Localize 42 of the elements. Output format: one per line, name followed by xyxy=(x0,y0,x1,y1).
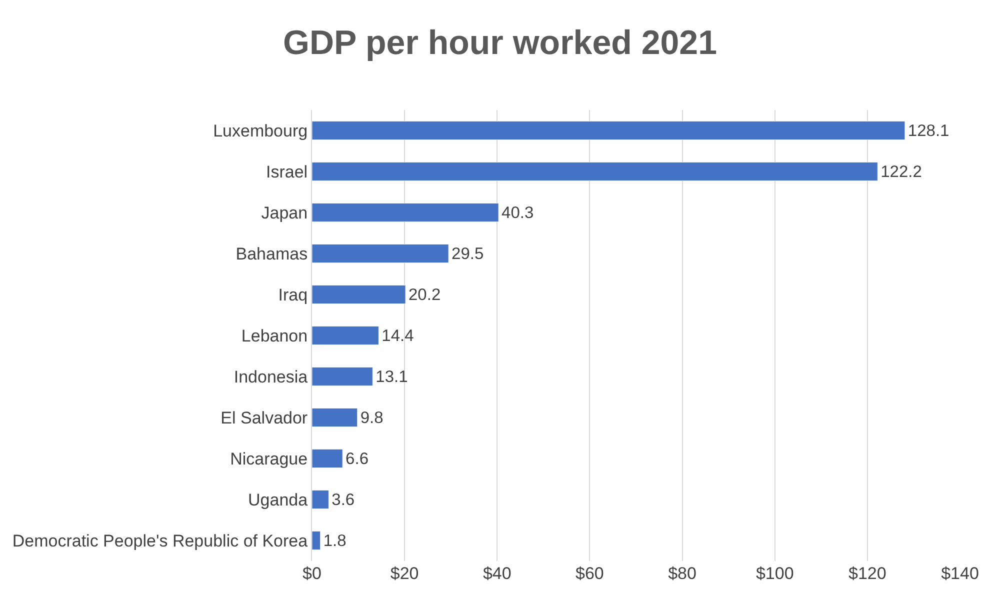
bar xyxy=(312,531,321,550)
x-tick-label: $40 xyxy=(482,564,512,583)
data-label: 3.6 xyxy=(332,490,355,509)
bar xyxy=(312,367,373,386)
chart-title: GDP per hour worked 2021 xyxy=(283,24,717,62)
y-tick-label: Uganda xyxy=(248,490,308,510)
y-tick-label: Nicarague xyxy=(230,449,308,468)
data-label: 20.2 xyxy=(408,286,441,304)
x-tick-label: $100 xyxy=(756,564,794,583)
y-tick-label: Democratic People's Republic of Korea xyxy=(12,531,308,550)
data-label: 29.5 xyxy=(452,244,484,263)
data-label: 1.8 xyxy=(323,532,346,550)
data-label: 13.1 xyxy=(376,368,408,386)
x-tick-label: $0 xyxy=(302,564,322,583)
y-tick-label: Luxembourg xyxy=(213,121,308,140)
bar xyxy=(312,326,379,345)
y-tick-label: El Salvador xyxy=(220,408,308,428)
data-label: 122.2 xyxy=(880,162,922,181)
bar xyxy=(312,449,343,468)
y-tick-label: Israel xyxy=(266,162,308,182)
bar xyxy=(312,490,329,509)
bar xyxy=(312,244,449,263)
y-tick-label: Japan xyxy=(261,203,308,222)
x-tick-label: $140 xyxy=(941,564,979,583)
bar xyxy=(312,203,499,222)
data-label: 14.4 xyxy=(382,326,414,345)
bar xyxy=(312,162,878,181)
data-label: 6.6 xyxy=(346,450,368,468)
y-tick-label: Iraq xyxy=(278,285,308,304)
x-tick-label: $20 xyxy=(390,564,419,583)
data-label: 128.1 xyxy=(908,122,950,140)
bar xyxy=(312,121,906,140)
data-label: 40.3 xyxy=(502,204,534,222)
bar xyxy=(312,408,358,427)
y-tick-label: Bahamas xyxy=(236,244,308,264)
x-tick-label: $120 xyxy=(848,564,886,583)
x-tick-label: $80 xyxy=(668,564,696,583)
bar xyxy=(312,285,406,304)
x-tick-label: $60 xyxy=(576,564,604,583)
y-tick-label: Lebanon xyxy=(241,326,308,346)
data-label: 9.8 xyxy=(360,408,384,427)
y-tick-label: Indonesia xyxy=(234,367,308,386)
